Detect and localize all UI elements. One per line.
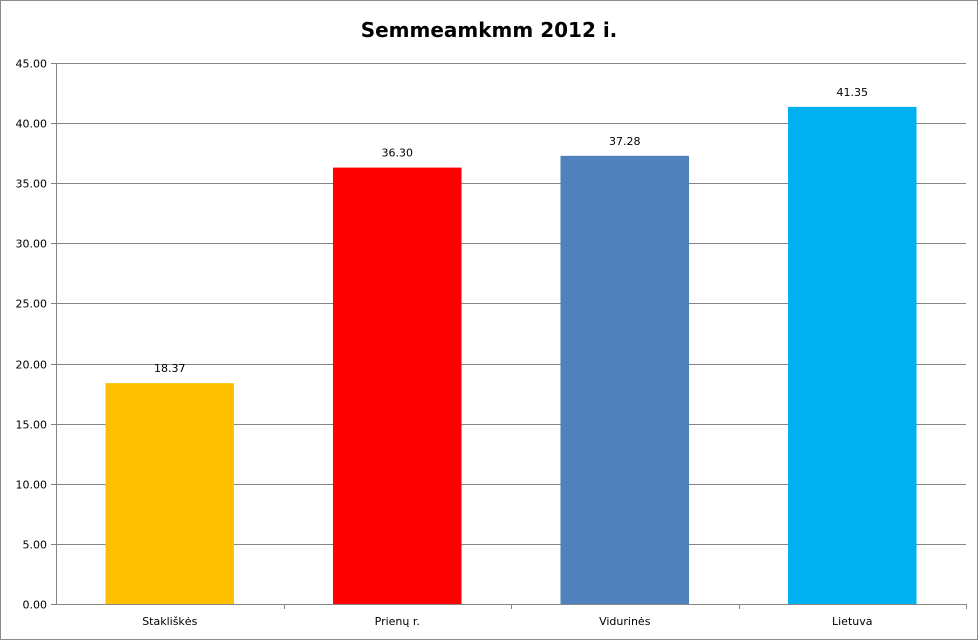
- bars: [105, 106, 917, 605]
- bar: [105, 383, 235, 604]
- data-label: 37.28: [609, 135, 641, 148]
- x-tick-label: Lietuva: [832, 615, 873, 628]
- bar: [560, 155, 690, 604]
- y-tick-label: 0.00: [23, 599, 48, 612]
- y-tick-label: 35.00: [16, 178, 48, 191]
- x-tick-label: Prienų r.: [375, 615, 420, 628]
- y-tick-label: 45.00: [16, 58, 48, 71]
- labels: 0.00 5.00 10.00 15.00 20.00 25.00 30.00 35.00 40…: [16, 58, 873, 629]
- chart-title: Semmeamkmm 2012 i.: [361, 18, 618, 42]
- bar: [332, 167, 462, 605]
- y-tick-label: 25.00: [16, 298, 48, 311]
- data-label: 36.30: [382, 147, 414, 160]
- data-label: 18.37: [154, 362, 186, 375]
- y-tick-label: 40.00: [16, 118, 48, 131]
- y-tick-label: 20.00: [16, 359, 48, 372]
- x-tick-label: Vidurinės: [599, 615, 651, 628]
- y-tick-label: 30.00: [16, 238, 48, 251]
- bar: [787, 106, 917, 605]
- y-tick-label: 15.00: [16, 419, 48, 432]
- data-label: 41.35: [837, 86, 869, 99]
- y-tick-label: 10.00: [16, 479, 48, 492]
- x-tick-label: Stakliškės: [142, 615, 197, 628]
- y-tick-label: 5.00: [23, 539, 48, 552]
- axes: [51, 63, 967, 609]
